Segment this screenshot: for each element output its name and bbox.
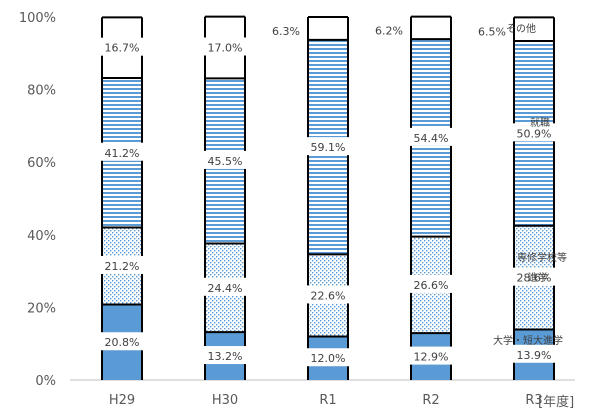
y-tick-label: 100%: [19, 11, 56, 26]
x-tick-label: H30: [212, 393, 238, 408]
bar-segment: [308, 17, 348, 40]
data-label: 28.6%: [517, 272, 552, 285]
y-tick-label: 20%: [27, 301, 56, 316]
data-label: 12.9%: [414, 351, 449, 364]
data-label-bg: [96, 332, 148, 351]
data-label: 21.2%: [105, 260, 140, 273]
data-label: 20.8%: [105, 336, 140, 349]
data-label-bg: [405, 346, 457, 365]
data-label: 59.1%: [311, 141, 346, 154]
y-tick-label: 0%: [35, 374, 56, 389]
x-axis-unit: [年度]: [538, 394, 574, 410]
data-label-bg: [508, 267, 560, 286]
series-name-university: 大学・短大進学: [493, 334, 563, 347]
data-label-bg: [96, 142, 148, 161]
bar-segment: [514, 17, 554, 41]
data-label-bg: [508, 123, 560, 142]
data-label: 6.2%: [375, 25, 403, 38]
data-label: 13.2%: [208, 350, 243, 363]
x-tick-label: R3: [525, 393, 542, 408]
y-tick-label: 40%: [27, 229, 56, 244]
series-name-employment: 就職: [530, 116, 550, 129]
data-label: 45.5%: [208, 155, 243, 168]
data-label-bg: [405, 274, 457, 293]
series-name-other: その他: [506, 22, 536, 35]
data-label-bg: [199, 277, 251, 296]
data-label: 16.7%: [105, 42, 140, 55]
data-label: 17.0%: [208, 41, 243, 54]
x-tick-label: R2: [422, 393, 439, 408]
data-label-bg: [302, 285, 354, 304]
x-tick-label: R1: [319, 393, 336, 408]
data-label-bg: [199, 150, 251, 169]
data-label: 41.2%: [105, 147, 140, 160]
data-label: 22.6%: [311, 289, 346, 302]
y-tick-label: 60%: [27, 156, 56, 171]
bar-segment: [411, 16, 451, 40]
data-label-bg: [199, 37, 251, 56]
data-label-bg: [96, 256, 148, 275]
data-label: 12.0%: [311, 352, 346, 365]
data-label: 6.5%: [478, 25, 506, 38]
data-label: 6.3%: [272, 25, 300, 38]
data-label: 54.4%: [414, 132, 449, 145]
data-label: 13.9%: [517, 349, 552, 362]
data-label: 24.4%: [208, 282, 243, 295]
data-label: 26.6%: [414, 279, 449, 292]
data-label-bg: [96, 37, 148, 56]
data-label-bg: [199, 346, 251, 365]
series-name-vocational: 専修学校等: [517, 251, 567, 264]
data-label-bg: [508, 344, 560, 363]
data-label-bg: [302, 137, 354, 156]
data-label-bg: [405, 127, 457, 146]
x-tick-label: H29: [109, 393, 135, 408]
series-name-vocational-2: 進学: [528, 271, 548, 284]
data-label: 50.9%: [517, 127, 552, 140]
y-tick-label: 80%: [27, 84, 56, 99]
data-label-bg: [302, 348, 354, 367]
